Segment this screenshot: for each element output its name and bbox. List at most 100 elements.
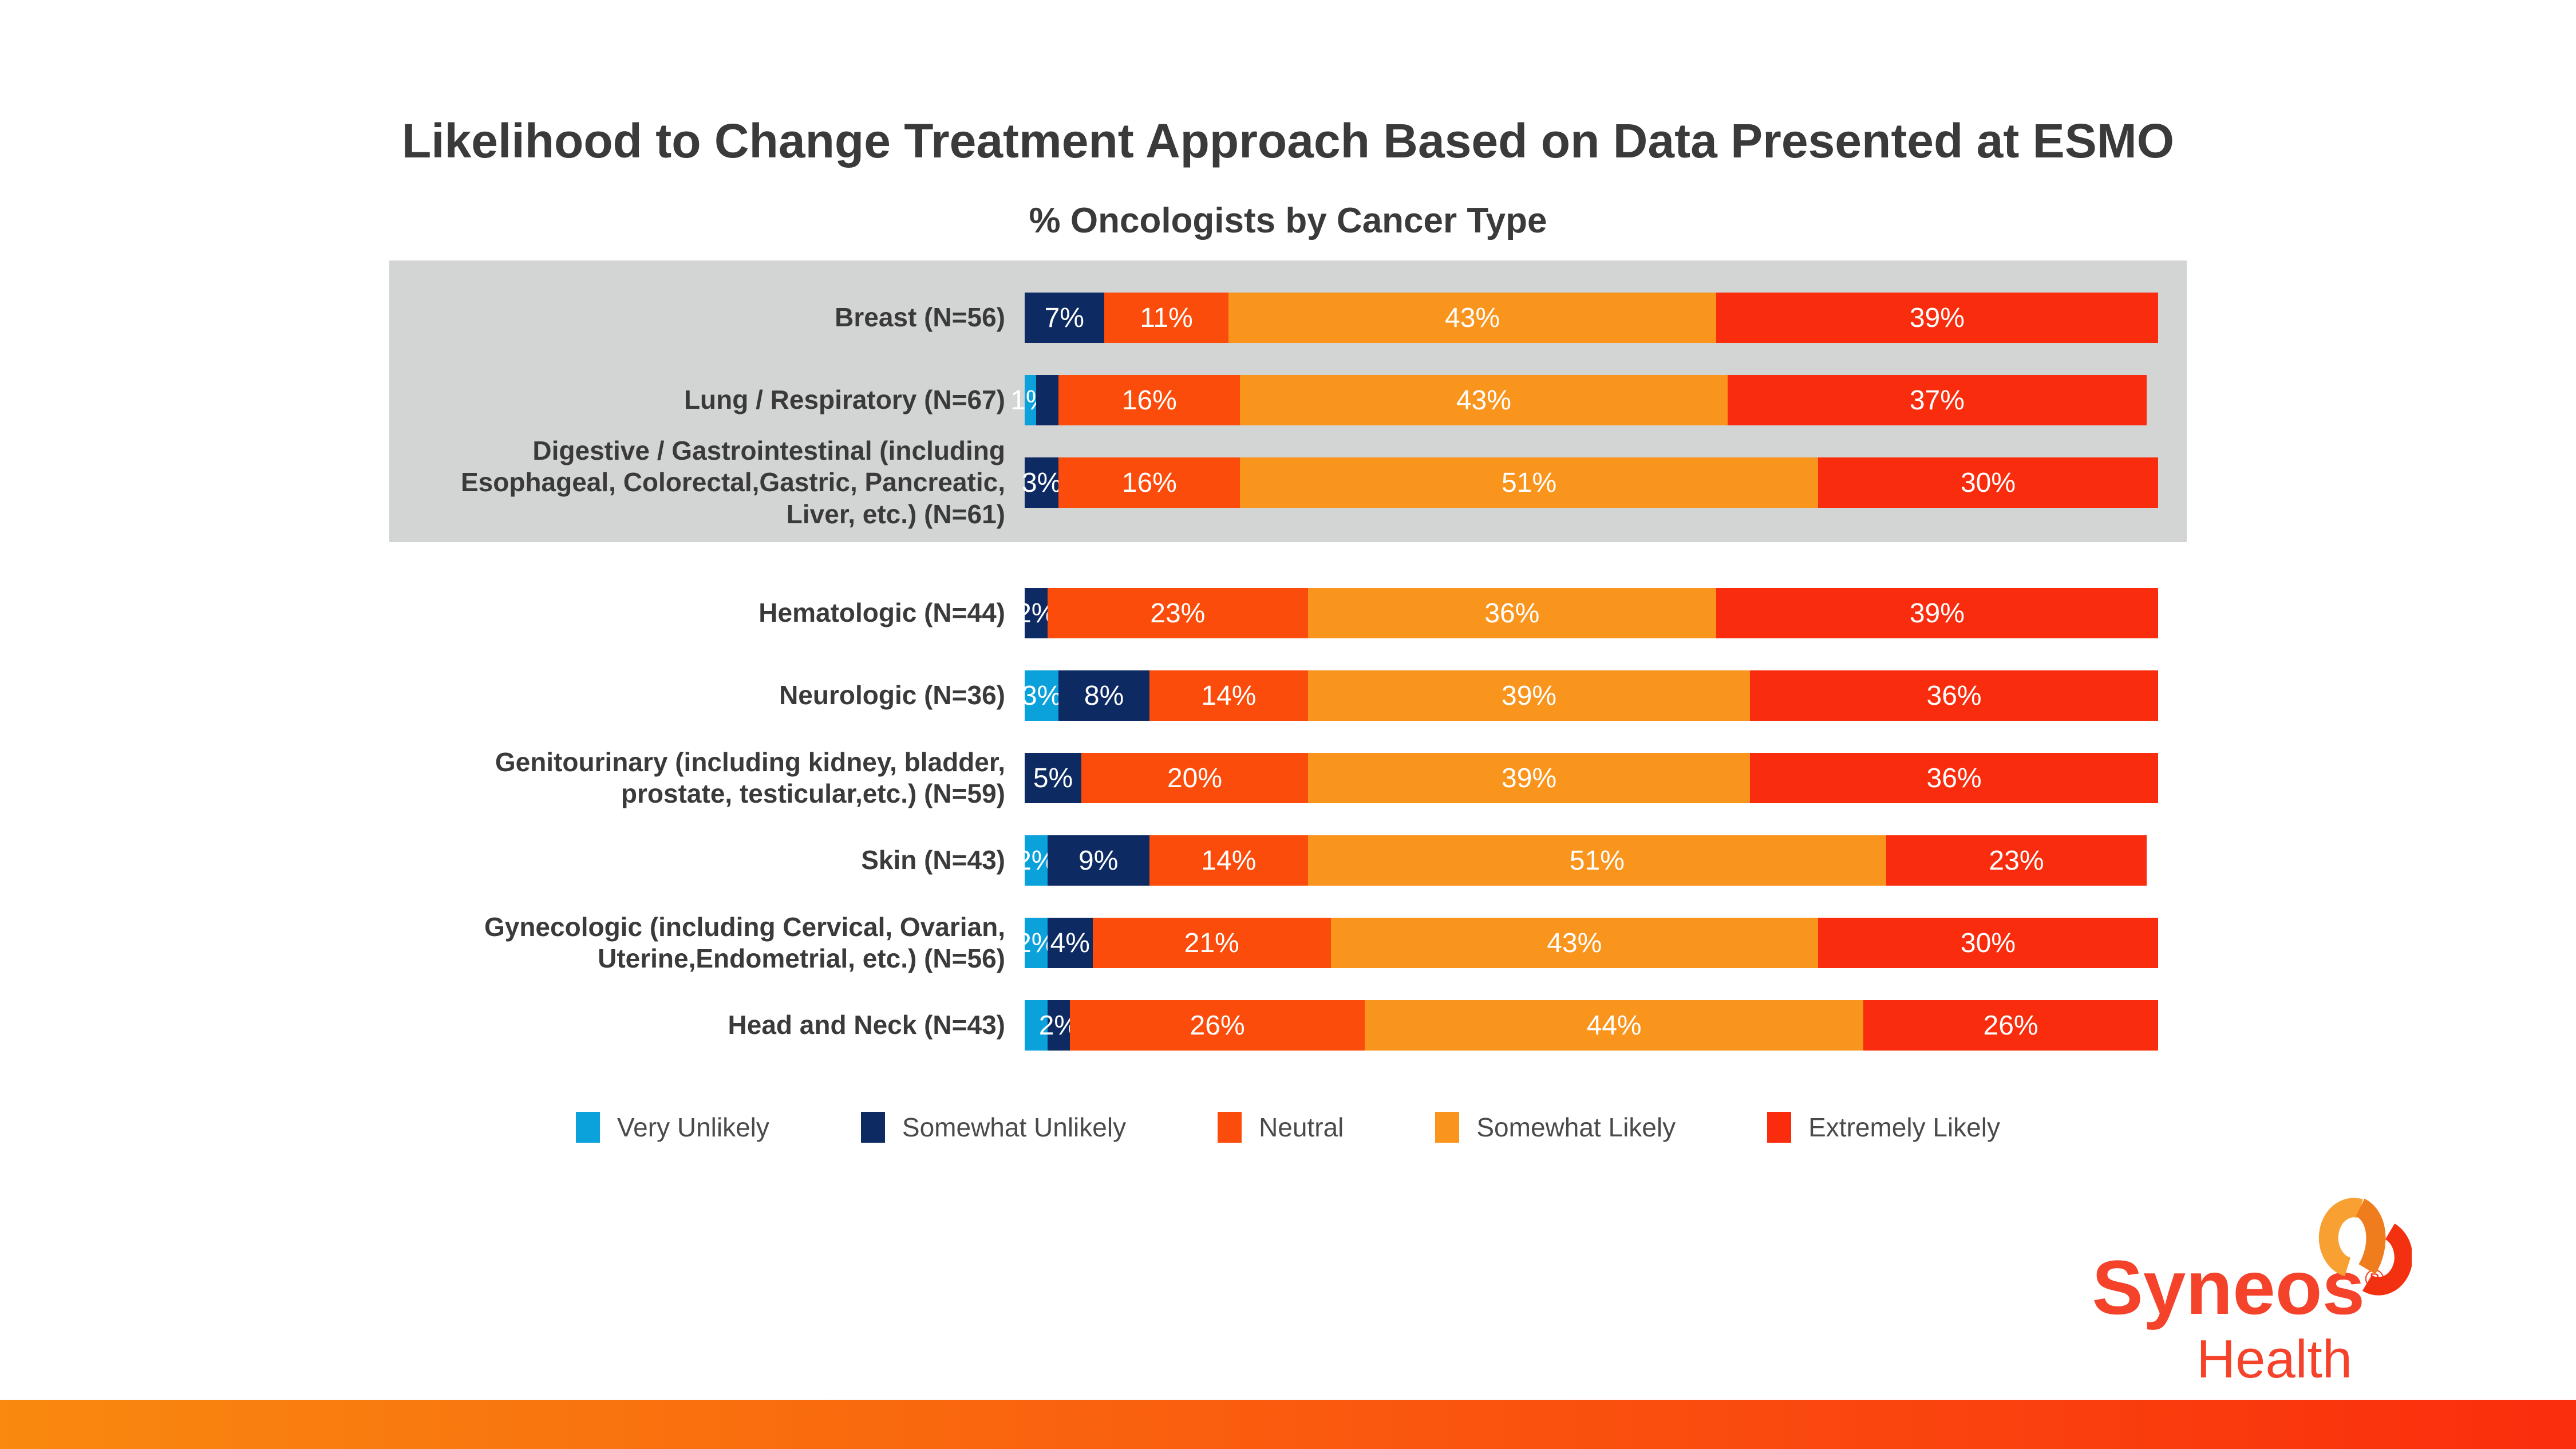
chart-row: Gynecologic (including Cervical, Ovarian…	[389, 902, 2187, 984]
segment-value-label: 39%	[1502, 680, 1557, 711]
segment-value-label: 39%	[1909, 302, 1965, 333]
legend-swatch-icon	[1218, 1112, 1242, 1143]
bar-segment-extremely-likely: 36%	[1750, 753, 2158, 803]
bar-segment-extremely-likely: 36%	[1750, 670, 2158, 721]
chart-row: Head and Neck (N=43) 2% 26% 44% 26%	[389, 984, 2187, 1067]
bar-segment-somewhat-likely: 39%	[1308, 753, 1751, 803]
bar-segment-extremely-likely: 39%	[1716, 588, 2158, 638]
segment-value-label: 43%	[1445, 302, 1500, 333]
legend-swatch-icon	[860, 1112, 885, 1143]
bar-segment-very-unlikely: 2%	[1016, 835, 1056, 886]
bar-segment-somewhat-likely: 36%	[1307, 588, 1716, 638]
bar-segment-neutral: 16%	[1058, 457, 1240, 508]
bar-segment-very-unlikely: 3%	[1022, 670, 1061, 721]
segment-value-label: 44%	[1586, 1010, 1642, 1041]
syneos-health-logo: Syneos® Health	[1972, 1194, 2412, 1386]
chart-row: Breast (N=56) 7% 11% 43% 39%	[389, 277, 2187, 359]
chart-row: Genitourinary (including kidney, bladder…	[389, 737, 2187, 819]
bar-segment-somewhat-likely: 39%	[1307, 670, 1751, 721]
bar-segment-somewhat-unlikely: 2%	[1039, 1000, 1078, 1051]
bar-segment-neutral: 14%	[1149, 670, 1308, 721]
legend-swatch-icon	[576, 1112, 600, 1143]
bar-segment-somewhat-likely: 43%	[1240, 375, 1728, 425]
logo-brand-word: Syneos	[2092, 1245, 2365, 1330]
category-label: Digestive / Gastrointestinal (including …	[460, 436, 1005, 529]
bar-segment-extremely-likely: 39%	[1716, 293, 2158, 343]
legend-label: Somewhat Likely	[1476, 1112, 1676, 1142]
category-label: Skin (N=43)	[861, 845, 1005, 875]
segment-value-label: 20%	[1167, 763, 1223, 793]
segment-value-label: 3%	[1022, 467, 1062, 498]
bar-area: 3% 8% 14% 39% 36%	[1022, 670, 2158, 721]
legend-item: Extremely Likely	[1767, 1112, 2000, 1143]
bar-segment-somewhat-likely: 43%	[1228, 293, 1716, 343]
segment-value-label: 11%	[1140, 302, 1193, 333]
bar-segment-very-unlikely: 2%	[1016, 918, 1056, 968]
bar-segment-neutral: 23%	[1047, 588, 1308, 638]
bar-segment-somewhat-unlikely: 9%	[1047, 835, 1149, 886]
category-label: Breast (N=56)	[835, 302, 1005, 333]
bar-segment-somewhat-unlikely: 4%	[1047, 918, 1093, 968]
legend-swatch-icon	[1435, 1112, 1460, 1143]
segment-value-label: 39%	[1909, 598, 1965, 629]
segment-value-label: 14%	[1201, 680, 1257, 711]
bar-segment-neutral: 20%	[1081, 753, 1308, 803]
segment-value-label: 9%	[1078, 845, 1119, 876]
bar-segment-extremely-likely: 26%	[1863, 1000, 2158, 1051]
bar-segment-neutral: 16%	[1058, 375, 1240, 425]
bar-area: 7% 11% 43% 39%	[1025, 293, 2158, 343]
segment-value-label: 23%	[1989, 845, 2044, 876]
legend-item: Somewhat Likely	[1435, 1112, 1676, 1143]
bar-segment-extremely-likely: 30%	[1818, 457, 2158, 508]
chart-subtitle: % Oncologists by Cancer Type	[1029, 201, 1547, 240]
legend-label: Very Unlikely	[617, 1112, 769, 1142]
bar-segment-extremely-likely: 23%	[1886, 835, 2147, 886]
bar-segment-somewhat-unlikely: 3%	[1022, 457, 1062, 508]
bar-segment-somewhat-unlikely: 7%	[1025, 293, 1104, 343]
chart-row: Skin (N=43) 2% 9% 14% 51% 23%	[389, 819, 2187, 902]
category-label: Gynecologic (including Cervical, Ovarian…	[484, 911, 1005, 973]
segment-value-label: 30%	[1960, 927, 2016, 958]
bar-segment-very-unlikely: 1%	[1010, 375, 1050, 425]
segment-value-label: 16%	[1121, 467, 1177, 498]
category-label: Hematologic (N=44)	[758, 598, 1005, 628]
segment-value-label: 23%	[1150, 598, 1206, 629]
bar-area: 2% 23% 36% 39%	[1016, 588, 2158, 638]
segment-value-label: 37%	[1909, 385, 1965, 416]
bar-segment-somewhat-unlikely: 8%	[1058, 670, 1149, 721]
segment-value-label: 36%	[1926, 763, 1982, 793]
bar-segment-extremely-likely: 30%	[1818, 918, 2158, 968]
bar-area: 2% 26% 44% 26%	[1025, 1000, 2158, 1051]
segment-value-label: 43%	[1456, 385, 1511, 416]
chart-rows: Breast (N=56) 7% 11% 43% 39% Lung / Respirato…	[389, 277, 2187, 1067]
segment-value-label: 5%	[1033, 763, 1073, 793]
syneos-logo-mark-icon	[2318, 1198, 2412, 1296]
segment-value-label: 7%	[1044, 302, 1084, 333]
segment-value-label: 51%	[1569, 845, 1625, 876]
legend-label: Somewhat Unlikely	[902, 1112, 1127, 1142]
segment-value-label: 26%	[1190, 1010, 1245, 1041]
legend-item: Very Unlikely	[576, 1112, 769, 1143]
bar-segment-somewhat-likely: 51%	[1240, 457, 1818, 508]
segment-value-label: 30%	[1960, 467, 2016, 498]
legend-swatch-icon	[1767, 1112, 1792, 1143]
bar-segment-extremely-likely: 37%	[1727, 375, 2147, 425]
bar-segment-neutral: 14%	[1149, 835, 1308, 886]
bar-segment-somewhat-unlikely: 5%	[1025, 753, 1081, 803]
chart-title: Likelihood to Change Treatment Approach …	[401, 114, 2175, 168]
category-label: Lung / Respiratory (N=67)	[683, 385, 1005, 415]
bar-area: 3% 16% 51% 30%	[1022, 457, 2158, 508]
bar-segment-neutral: 11%	[1104, 293, 1229, 343]
logo-brand-text: Syneos®	[1972, 1250, 2384, 1326]
bar-segment-somewhat-unlikely: 2%	[1016, 588, 1056, 638]
category-label: Genitourinary (including kidney, bladder…	[495, 747, 1005, 808]
bar-segment-somewhat-likely: 43%	[1330, 918, 1818, 968]
bar-segment-very-unlikely	[1025, 1000, 1048, 1051]
segment-value-label: 51%	[1502, 467, 1557, 498]
legend-item: Neutral	[1218, 1112, 1344, 1143]
bar-segment-neutral: 21%	[1092, 918, 1331, 968]
chart-row: Neurologic (N=36) 3% 8% 14% 39% 36%	[389, 654, 2187, 737]
legend-label: Neutral	[1259, 1112, 1344, 1142]
category-label: Neurologic (N=36)	[779, 680, 1005, 710]
